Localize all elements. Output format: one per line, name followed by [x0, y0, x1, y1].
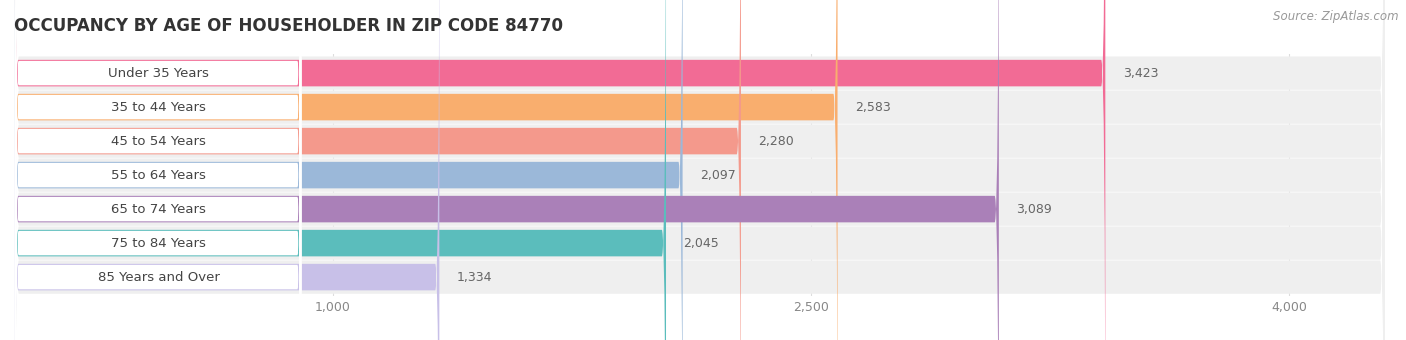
Text: 3,423: 3,423 [1123, 67, 1159, 80]
FancyBboxPatch shape [14, 0, 301, 340]
FancyBboxPatch shape [14, 0, 301, 340]
Text: Under 35 Years: Under 35 Years [108, 67, 209, 80]
FancyBboxPatch shape [14, 0, 998, 340]
Text: 45 to 54 Years: 45 to 54 Years [111, 135, 207, 148]
Text: 85 Years and Over: 85 Years and Over [97, 271, 219, 284]
Text: 2,280: 2,280 [758, 135, 794, 148]
Text: 3,089: 3,089 [1017, 203, 1052, 216]
FancyBboxPatch shape [14, 0, 439, 340]
FancyBboxPatch shape [14, 0, 1385, 340]
FancyBboxPatch shape [14, 0, 1385, 340]
FancyBboxPatch shape [14, 0, 666, 340]
FancyBboxPatch shape [14, 0, 1385, 340]
FancyBboxPatch shape [14, 0, 301, 340]
FancyBboxPatch shape [14, 0, 1385, 340]
Text: 65 to 74 Years: 65 to 74 Years [111, 203, 207, 216]
Text: OCCUPANCY BY AGE OF HOUSEHOLDER IN ZIP CODE 84770: OCCUPANCY BY AGE OF HOUSEHOLDER IN ZIP C… [14, 17, 562, 35]
Text: Source: ZipAtlas.com: Source: ZipAtlas.com [1274, 10, 1399, 23]
FancyBboxPatch shape [14, 0, 301, 340]
Text: 35 to 44 Years: 35 to 44 Years [111, 101, 207, 114]
FancyBboxPatch shape [14, 0, 682, 340]
Text: 2,045: 2,045 [683, 237, 720, 250]
FancyBboxPatch shape [14, 0, 838, 340]
Text: 1,334: 1,334 [457, 271, 492, 284]
FancyBboxPatch shape [14, 0, 1385, 340]
Text: 55 to 64 Years: 55 to 64 Years [111, 169, 207, 182]
Text: 2,583: 2,583 [855, 101, 891, 114]
FancyBboxPatch shape [14, 0, 301, 340]
FancyBboxPatch shape [14, 0, 301, 340]
FancyBboxPatch shape [14, 0, 1385, 340]
Text: 2,097: 2,097 [700, 169, 735, 182]
FancyBboxPatch shape [14, 0, 1385, 340]
FancyBboxPatch shape [14, 0, 741, 340]
FancyBboxPatch shape [14, 0, 1105, 340]
FancyBboxPatch shape [14, 0, 301, 340]
Text: 75 to 84 Years: 75 to 84 Years [111, 237, 207, 250]
